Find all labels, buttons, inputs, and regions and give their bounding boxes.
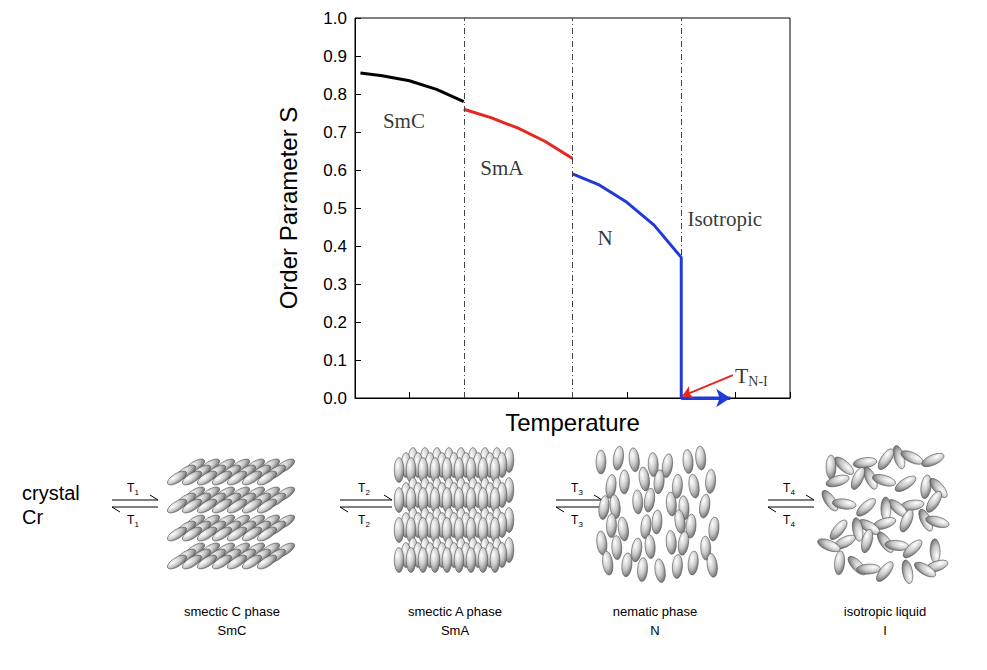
svg-text:T3: T3 bbox=[571, 481, 583, 497]
svg-text:T1: T1 bbox=[127, 513, 139, 529]
svg-text:T: T bbox=[735, 363, 749, 388]
svg-text:T4: T4 bbox=[783, 481, 795, 497]
svg-text:0.7: 0.7 bbox=[323, 123, 347, 142]
svg-text:0.4: 0.4 bbox=[323, 237, 347, 256]
svg-text:SmC: SmC bbox=[218, 623, 247, 638]
svg-text:T2: T2 bbox=[358, 513, 370, 529]
svg-text:isotropic liquid: isotropic liquid bbox=[844, 604, 926, 619]
svg-text:N: N bbox=[598, 226, 613, 250]
svg-text:1.0: 1.0 bbox=[323, 9, 347, 28]
svg-text:T1: T1 bbox=[127, 481, 139, 497]
svg-text:N-I: N-I bbox=[748, 374, 768, 389]
svg-text:crystal: crystal bbox=[22, 482, 80, 504]
svg-text:Order Parameter S: Order Parameter S bbox=[275, 107, 302, 310]
svg-text:0.2: 0.2 bbox=[323, 313, 347, 332]
svg-text:T2: T2 bbox=[358, 481, 370, 497]
svg-text:0.1: 0.1 bbox=[323, 351, 347, 370]
svg-text:nematic phase: nematic phase bbox=[613, 604, 698, 619]
svg-text:T3: T3 bbox=[571, 513, 583, 529]
svg-text:SmA: SmA bbox=[441, 623, 470, 638]
svg-text:0.3: 0.3 bbox=[323, 275, 347, 294]
svg-text:N: N bbox=[650, 623, 659, 638]
svg-text:SmC: SmC bbox=[383, 109, 425, 133]
svg-text:0.0: 0.0 bbox=[323, 389, 347, 408]
svg-text:T4: T4 bbox=[783, 513, 795, 529]
svg-text:Temperature: Temperature bbox=[505, 409, 640, 436]
svg-text:smectic C phase: smectic C phase bbox=[184, 604, 280, 619]
svg-text:Cr: Cr bbox=[22, 506, 43, 528]
svg-text:0.6: 0.6 bbox=[323, 161, 347, 180]
svg-text:I: I bbox=[883, 623, 887, 638]
svg-text:0.8: 0.8 bbox=[323, 85, 347, 104]
svg-text:Isotropic: Isotropic bbox=[687, 207, 762, 231]
svg-text:smectic A phase: smectic A phase bbox=[408, 604, 502, 619]
svg-text:0.9: 0.9 bbox=[323, 47, 347, 66]
svg-text:0.5: 0.5 bbox=[323, 199, 347, 218]
svg-text:SmA: SmA bbox=[480, 156, 524, 180]
